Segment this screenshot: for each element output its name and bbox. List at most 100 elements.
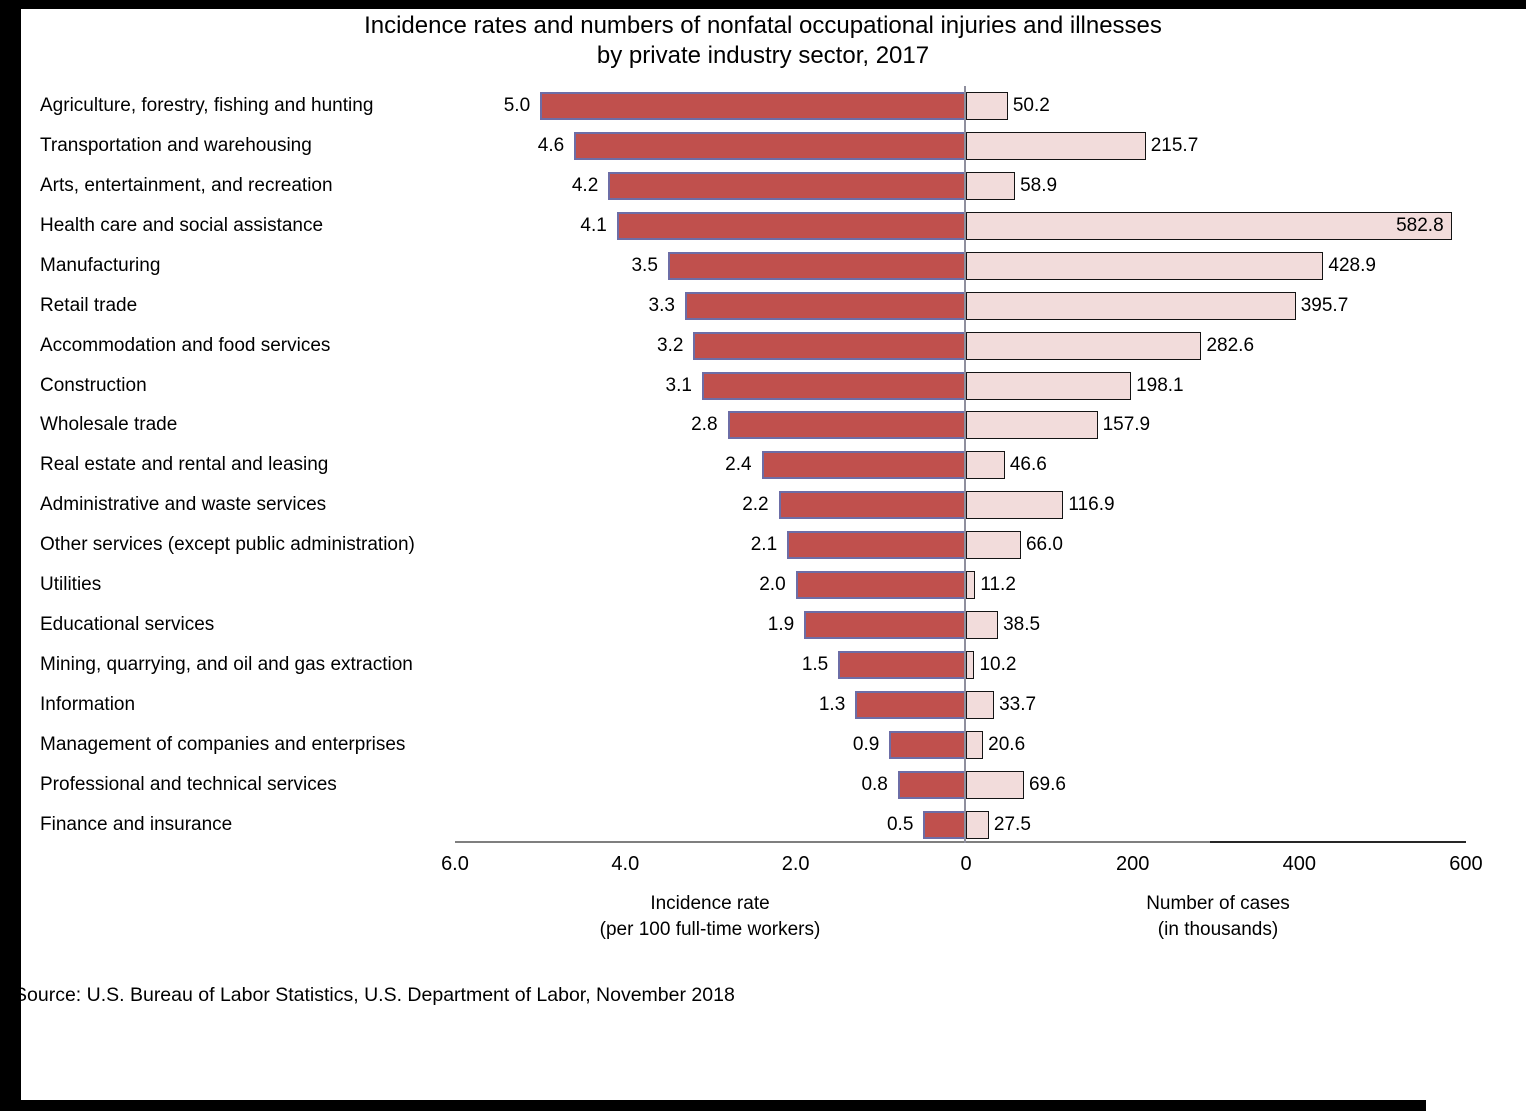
rate-value-label: 0.5 xyxy=(886,813,914,835)
center-axis-line xyxy=(964,86,966,843)
tick-label: 200 xyxy=(1115,853,1150,875)
category-label: Transportation and warehousing xyxy=(40,134,312,156)
rate-value-label: 2.2 xyxy=(742,494,769,516)
right-axis-title-line2: (in thousands) xyxy=(1157,919,1279,940)
cases-value-label: 582.8 xyxy=(1396,214,1444,236)
left-axis-title: Incidence rate (per 100 full-time worker… xyxy=(550,891,870,943)
cases-value-label: 428.9 xyxy=(1328,254,1376,276)
left-axis-title-line2: (per 100 full-time workers) xyxy=(599,919,821,940)
cases-bar xyxy=(966,371,1132,400)
axis-baseline-right-segment xyxy=(1210,841,1466,843)
category-label: Arts, entertainment, and recreation xyxy=(40,174,333,196)
cases-bar xyxy=(966,571,976,600)
tick-label: 6.0 xyxy=(441,853,469,875)
cases-value-label: 157.9 xyxy=(1102,414,1151,436)
rate-bar xyxy=(761,451,966,480)
rate-value-label: 3.3 xyxy=(648,294,675,316)
rate-value-label: 1.9 xyxy=(767,614,795,636)
category-label: Utilities xyxy=(40,574,102,596)
cases-value-label: 38.5 xyxy=(1003,614,1041,636)
rate-bar xyxy=(804,611,966,640)
rate-value-label: 3.5 xyxy=(631,254,658,276)
right-axis-title-line1: Number of cases xyxy=(1146,893,1290,914)
cases-bar xyxy=(966,730,984,759)
left-axis-title-line1: Incidence rate xyxy=(650,893,770,914)
cases-bar xyxy=(966,291,1296,320)
cases-value-label: 215.7 xyxy=(1150,134,1199,156)
rate-value-label: 4.2 xyxy=(571,174,599,196)
cases-value-label: 11.2 xyxy=(980,574,1016,596)
cases-value-label: 50.2 xyxy=(1012,95,1050,116)
axis-baseline xyxy=(455,841,1466,843)
cases-bar xyxy=(966,491,1064,520)
cases-bar xyxy=(966,451,1005,480)
cases-value-label: 10.2 xyxy=(979,654,1017,676)
rate-bar xyxy=(889,730,966,759)
rate-value-label: 5.0 xyxy=(503,95,531,116)
rate-value-label: 3.1 xyxy=(665,374,692,396)
rate-value-label: 2.1 xyxy=(750,534,778,556)
tick-label: 4.0 xyxy=(611,853,640,875)
cases-value-label: 395.7 xyxy=(1300,294,1349,316)
category-label: Administrative and waste services xyxy=(40,494,327,516)
rate-bar xyxy=(727,411,966,440)
rate-bar xyxy=(684,291,966,320)
rate-bar xyxy=(574,131,966,160)
source-note: Source: U.S. Bureau of Labor Statistics,… xyxy=(14,984,735,1006)
frame-left-border xyxy=(0,0,21,1111)
category-label: Finance and insurance xyxy=(40,813,233,835)
category-label: Retail trade xyxy=(40,294,138,316)
category-label: Manufacturing xyxy=(40,254,161,276)
tick-label: 2.0 xyxy=(781,853,810,875)
rate-bar xyxy=(616,211,966,240)
category-label: Management of companies and enterprises xyxy=(40,733,406,755)
cases-bar xyxy=(966,531,1021,560)
category-label: Educational services xyxy=(40,614,215,636)
category-label: Agriculture, forestry, fishing and hunti… xyxy=(40,95,374,116)
cases-value-label: 33.7 xyxy=(999,693,1037,715)
cases-bar xyxy=(966,651,975,680)
cases-bar xyxy=(966,411,1098,440)
category-label: Wholesale trade xyxy=(40,414,178,436)
category-label: Accommodation and food services xyxy=(40,334,331,356)
chart-title: Incidence rates and numbers of nonfatal … xyxy=(0,11,1526,71)
cases-bar xyxy=(966,770,1024,799)
category-label: Information xyxy=(40,693,136,715)
rate-bar xyxy=(923,810,966,839)
rate-bar xyxy=(838,651,966,680)
category-label: Other services (except public administra… xyxy=(40,534,415,556)
rate-value-label: 3.2 xyxy=(657,334,684,356)
frame-top-border xyxy=(0,0,1526,9)
category-label: Professional and technical services xyxy=(40,773,337,795)
rate-bar xyxy=(693,331,966,360)
rate-value-label: 2.0 xyxy=(759,574,786,596)
category-label: Mining, quarrying, and oil and gas extra… xyxy=(40,654,413,676)
rate-bar xyxy=(608,171,966,200)
cases-value-label: 198.1 xyxy=(1136,374,1184,396)
tick-label: 600 xyxy=(1449,853,1483,875)
rate-bar xyxy=(667,251,966,280)
rate-bar xyxy=(855,690,966,719)
rate-bar xyxy=(897,770,966,799)
cases-value-label: 66.0 xyxy=(1025,534,1063,556)
rate-bar xyxy=(540,92,966,120)
rate-value-label: 4.1 xyxy=(580,214,607,236)
category-label: Construction xyxy=(40,374,147,396)
rate-value-label: 4.6 xyxy=(537,134,565,156)
cases-value-label: 69.6 xyxy=(1028,773,1066,795)
right-axis-title: Number of cases (in thousands) xyxy=(1058,891,1378,943)
cases-value-label: 58.9 xyxy=(1020,174,1058,196)
rate-value-label: 0.9 xyxy=(852,733,880,755)
cases-bar xyxy=(966,211,1452,240)
cases-bar xyxy=(966,331,1202,360)
rate-bar xyxy=(701,371,966,400)
rate-value-label: 1.3 xyxy=(818,693,846,715)
category-label: Health care and social assistance xyxy=(40,214,324,236)
cases-bar xyxy=(966,92,1008,120)
rate-value-label: 2.4 xyxy=(725,454,752,476)
chart-title-line1: Incidence rates and numbers of nonfatal … xyxy=(364,12,1162,39)
rate-bar xyxy=(778,491,966,520)
cases-bar xyxy=(966,171,1016,200)
category-label: Real estate and rental and leasing xyxy=(40,454,329,476)
